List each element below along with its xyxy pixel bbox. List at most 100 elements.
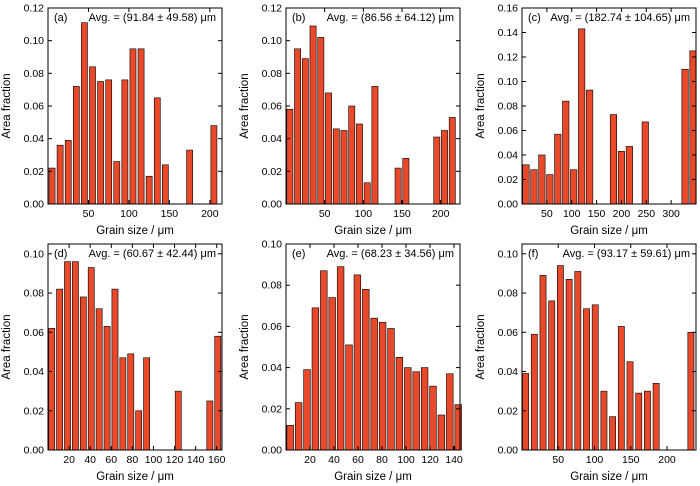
y-tick-label: 0.06 [24,101,45,113]
bar [387,328,395,451]
average-annotation: Avg. = (93.17 ± 59.61) μm [563,248,690,260]
y-tick-label: 0.12 [498,52,519,64]
y-tick-label: 0.06 [262,321,283,333]
y-tick-label: 0.04 [262,133,283,145]
y-tick-label: 0.10 [498,76,519,88]
y-tick-label: 0.00 [262,445,283,457]
bar [394,167,402,205]
bar [362,289,370,451]
bar [89,66,96,205]
y-tick-label: 0.14 [498,27,519,39]
x-tick-label: 150 [588,208,606,220]
y-tick-label: 0.10 [24,35,45,47]
x-axis-label: Grain size / μm [334,471,412,483]
bar [530,169,538,205]
y-tick-label: 0.02 [498,405,519,417]
panel-d: 0.00 0.02 0.04 0.06 0.08 0.10 20 40 60 80 100 120 14… [1,243,226,483]
bar [626,361,634,451]
bar [317,37,325,205]
bar [162,164,169,205]
bar [303,369,311,451]
plot-frame [521,243,697,451]
bar [64,140,72,205]
bar [345,344,353,451]
bar [687,331,695,451]
panel-e: 0.00 0.02 0.04 0.06 0.08 0.10 20 40 60 80 100 120 14… [239,239,463,484]
y-tick-label: 0.00 [24,445,45,457]
bar [309,25,317,205]
bar [570,169,578,205]
bar [609,416,617,451]
x-axis-label: Grain size / μm [96,471,174,483]
y-tick-label: 0.06 [498,125,519,137]
bar [294,402,303,451]
bar [353,274,362,451]
panel-b: 0.00 0.02 0.04 0.06 0.08 0.10 0.12 50 100 150 200 G… [239,3,461,237]
bar [72,261,79,451]
bar [522,164,530,205]
bar [404,367,412,451]
y-axis-label: Area fraction [239,314,251,379]
average-annotation: Avg. = (68.23 ± 34.56) μm [327,248,454,260]
y-axis-label: Area fraction [1,73,13,138]
y-tick-label: 0.06 [498,327,519,339]
bar [56,288,63,451]
bar [105,79,113,205]
bar [103,326,111,451]
bar [135,410,143,451]
x-tick-label: 50 [83,208,95,220]
bar [565,279,573,451]
y-tick-label: 0.12 [262,3,283,15]
y-tick-label: 0.10 [262,239,283,251]
y-tick-label: 0.00 [262,199,283,211]
x-axis-label: Grain size / μm [334,225,412,237]
average-annotation: Avg. = (60.67 ± 42.44) μm [89,248,216,260]
y-tick-label: 0.12 [24,3,45,15]
bar [332,128,340,205]
x-tick-label: 200 [613,208,631,220]
bar [412,371,420,451]
bar [578,28,586,205]
y-tick-label: 0.04 [24,133,45,145]
bar [320,270,328,451]
x-tick-label: 40 [84,454,96,466]
bar [95,308,103,451]
x-tick-label: 160 [208,454,226,466]
x-tick-label: 150 [161,208,179,220]
x-tick-label: 100 [355,208,373,220]
bar [363,182,371,205]
x-axis-label: Grain size / μm [570,471,648,483]
bar [429,385,437,451]
bar [143,357,150,451]
x-tick-label: 200 [658,454,676,466]
x-axis-label: Grain size / μm [570,225,648,237]
x-tick-label: 120 [166,454,184,466]
y-tick-label: 0.08 [262,68,283,80]
bar [600,390,608,451]
bar [562,100,570,205]
bar [301,58,309,205]
plot-frame [285,243,461,451]
bar [617,151,625,205]
bar [340,130,348,205]
bar [79,296,87,451]
bar [311,307,320,451]
y-tick-label: 0.04 [24,366,45,378]
bar [129,48,137,205]
y-tick-label: 0.08 [498,101,519,113]
panel-label: (d) [54,248,67,260]
x-tick-label: 20 [63,454,75,466]
average-annotation: Avg. = (91.84 ± 49.58) μm [89,12,216,24]
x-tick-label: 20 [304,454,316,466]
panel-label: (c) [528,12,541,24]
y-tick-label: 0.00 [498,199,519,211]
x-tick-label: 60 [352,454,364,466]
x-tick-label: 100 [120,208,138,220]
bar [348,105,356,205]
x-tick-label: 100 [145,454,163,466]
y-tick-label: 0.10 [24,248,45,260]
average-annotation: Avg. = (182.74 ± 104.65) μm [550,12,690,24]
bar [625,146,633,205]
x-tick-label: 40 [328,454,340,466]
